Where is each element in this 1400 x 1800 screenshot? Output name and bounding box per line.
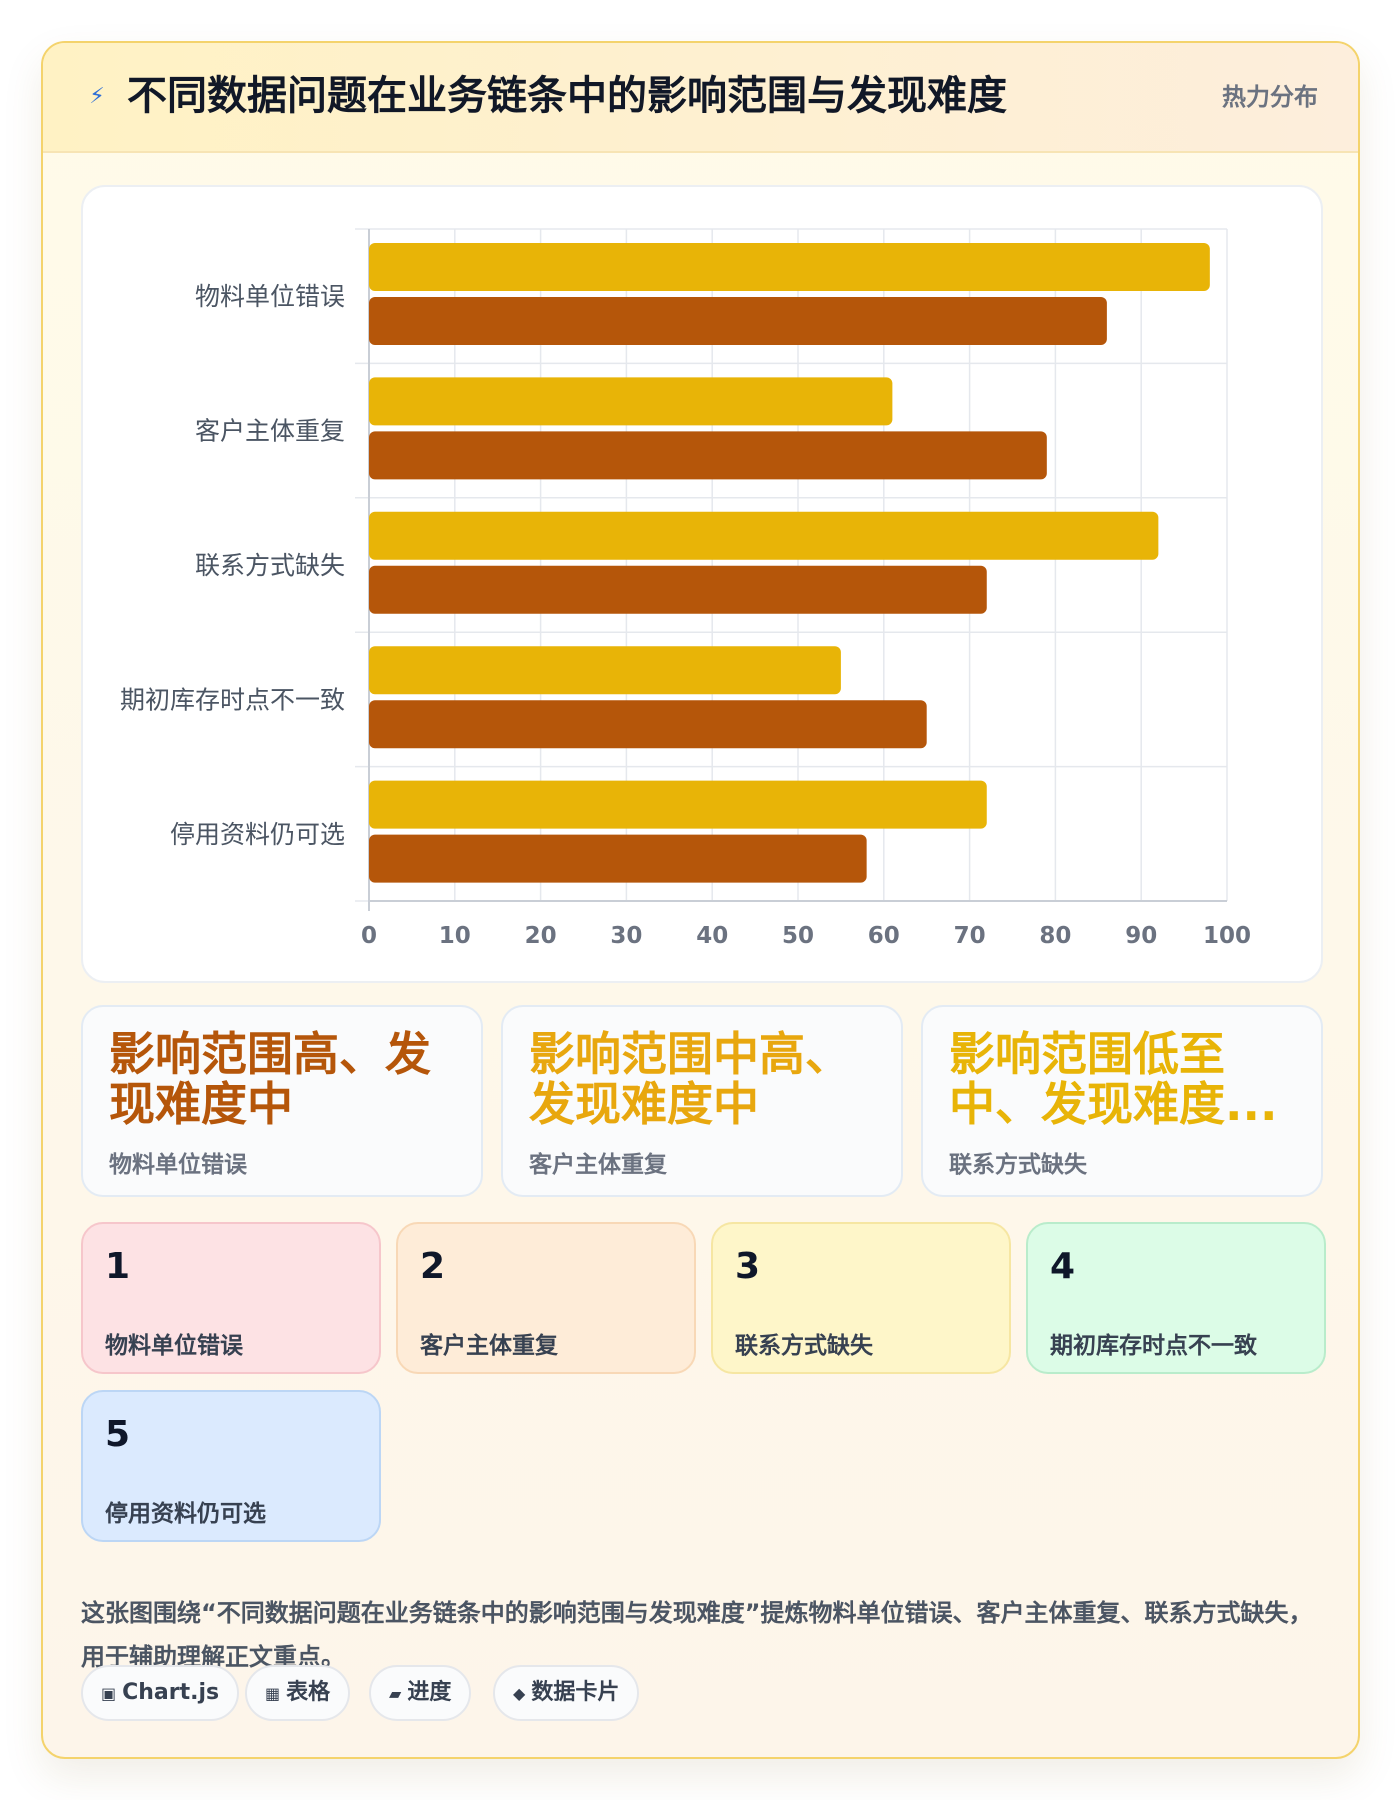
rank-tile-2: 2 客户主体重复: [396, 1222, 696, 1374]
category-label: 联系方式缺失: [195, 551, 345, 580]
table-icon: ▦: [265, 1684, 281, 1703]
tile-number: 3: [735, 1246, 761, 1287]
chart-panel: 物料单位错误 客户主体重复 联系方式缺失期初库存时点不一致停用资料仍可选 0 10 20 3…: [81, 185, 1323, 983]
callout-card-1: 影响范围高、发现难度中 物料单位错误: [81, 1005, 483, 1197]
progress-icon: ▰: [389, 1684, 402, 1703]
callout-label: 客户主体重复: [529, 1152, 667, 1178]
bar-2-3: [369, 565, 987, 614]
x-tick-label: 0: [361, 923, 377, 949]
x-tick-label: 100: [1203, 923, 1251, 949]
callout-label: 物料单位错误: [109, 1152, 247, 1178]
x-tick-label: 30: [610, 923, 642, 949]
bar-1-4: [369, 646, 841, 695]
bar-1-5: [369, 780, 987, 829]
x-tick-label: 50: [782, 923, 814, 949]
x-tick-label: 70: [954, 923, 986, 949]
chip-table[interactable]: ▦ 表格: [245, 1665, 351, 1721]
callout-value: 影响范围高、发现难度中: [109, 1029, 431, 1131]
tile-number: 4: [1050, 1246, 1076, 1287]
lightning-icon: ⚡: [89, 84, 105, 109]
callout-label: 联系方式缺失: [949, 1152, 1087, 1178]
callout-value: 影响范围低至中、发现难度...: [949, 1029, 1278, 1131]
x-tick-label: 40: [696, 923, 728, 949]
card-header: ⚡ 不同数据问题在业务链条中的影响范围与发现难度 热力分布: [43, 43, 1358, 153]
chip-label: 表格: [286, 1680, 331, 1705]
x-tick-label: 10: [439, 923, 471, 949]
callout-card-2: 影响范围中高、发现难度中 客户主体重复: [501, 1005, 903, 1197]
tile-label: 停用资料仍可选: [105, 1501, 266, 1527]
callout-cards: 影响范围高、发现难度中 物料单位错误 影响范围中高、发现难度中 客户主体重复 影…: [81, 1005, 1323, 1197]
bar-1-3: [369, 511, 1159, 560]
tile-label: 联系方式缺失: [735, 1333, 873, 1359]
category-label: 物料单位错误: [195, 282, 345, 311]
rank-tile-5: 5 停用资料仍可选: [81, 1390, 381, 1542]
x-tick-label: 20: [525, 923, 557, 949]
x-tick-label: 90: [1125, 923, 1157, 949]
chart-icon: ▣: [101, 1684, 117, 1703]
chip-chartjs[interactable]: ▣ Chart.js: [81, 1665, 240, 1721]
bar-2-5: [369, 834, 867, 883]
page-title: 不同数据问题在业务链条中的影响范围与发现难度: [127, 73, 1007, 119]
bar-2-4: [369, 700, 927, 749]
chip-label: Chart.js: [122, 1680, 220, 1705]
chip-data-card[interactable]: ◆ 数据卡片: [493, 1665, 640, 1721]
tile-label: 物料单位错误: [105, 1333, 243, 1359]
infographic-card: ⚡ 不同数据问题在业务链条中的影响范围与发现难度 热力分布 物料单位错误 客户主体…: [41, 41, 1360, 1759]
rank-tile-4: 4 期初库存时点不一致: [1026, 1222, 1326, 1374]
tag-chips: ▣ Chart.js ▦ 表格 ▰ 进度 ◆ 数据卡片: [81, 1665, 1323, 1723]
header-tag: 热力分布: [1222, 83, 1318, 111]
callout-value: 影响范围中高、发现难度中: [529, 1029, 851, 1131]
category-label: 期初库存时点不一致: [120, 685, 345, 714]
bar-2-1: [369, 297, 1107, 345]
category-label: 客户主体重复: [195, 417, 345, 446]
rank-tile-1: 1 物料单位错误: [81, 1222, 381, 1374]
bar-2-2: [369, 431, 1047, 480]
chip-label: 数据卡片: [531, 1680, 620, 1705]
tile-label: 客户主体重复: [420, 1333, 558, 1359]
tile-number: 5: [105, 1414, 131, 1455]
tile-number: 2: [420, 1246, 446, 1287]
tile-label: 期初库存时点不一致: [1050, 1333, 1257, 1359]
tile-number: 1: [105, 1246, 131, 1287]
diamond-icon: ◆: [513, 1684, 526, 1703]
rank-tile-3: 3 联系方式缺失: [711, 1222, 1011, 1374]
callout-card-3: 影响范围低至中、发现难度... 联系方式缺失: [921, 1005, 1323, 1197]
chip-progress[interactable]: ▰ 进度: [369, 1665, 472, 1721]
bar-1-2: [369, 377, 893, 426]
x-tick-label: 60: [868, 923, 900, 949]
ranking-tiles: 1 物料单位错误 2 客户主体重复 3 联系方式缺失 4 期初库存时点不一致 5…: [81, 1222, 1326, 1574]
chip-label: 进度: [407, 1680, 452, 1705]
bar-1-1: [369, 243, 1210, 291]
x-tick-label: 80: [1039, 923, 1071, 949]
category-label: 停用资料仍可选: [170, 820, 345, 849]
